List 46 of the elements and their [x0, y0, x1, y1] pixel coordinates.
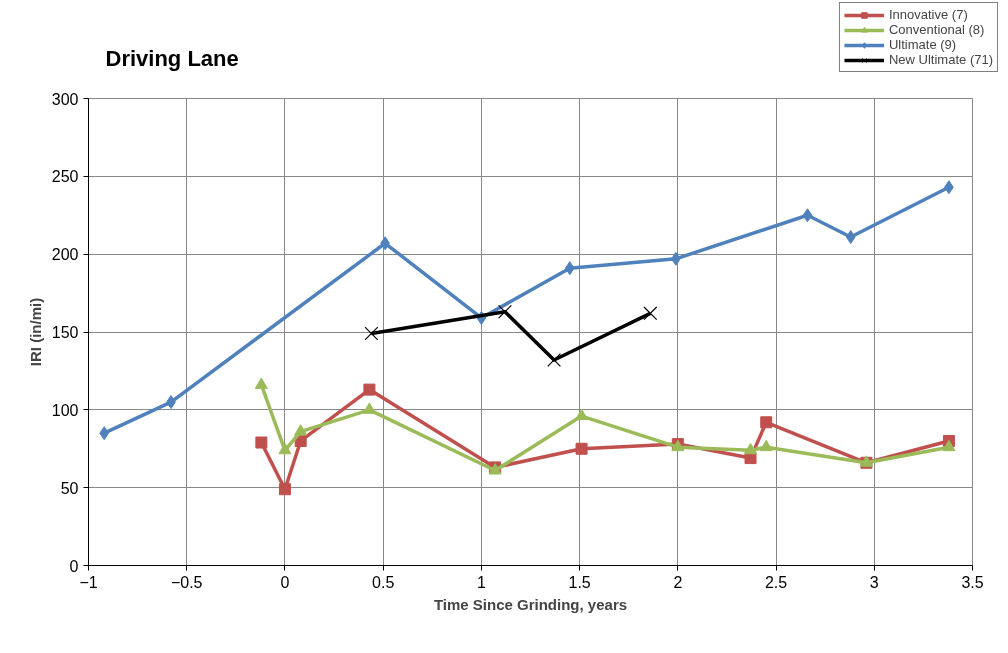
point [498, 304, 512, 319]
point [363, 383, 376, 396]
point [575, 408, 589, 421]
x-axis-title: Time Since Grinding, years [433, 595, 628, 613]
x-tick-label: 3.5 [961, 573, 984, 591]
y-tick-label: 300 [51, 90, 79, 108]
legend-label: Conventional (8) [888, 22, 985, 37]
point [760, 416, 773, 429]
x-tick-label: 0.5 [372, 573, 395, 591]
point [942, 439, 956, 452]
point [255, 436, 268, 449]
y-tick-label: 250 [51, 168, 79, 186]
point [802, 208, 813, 223]
point [575, 442, 588, 455]
x-tick-label: −0.5 [170, 573, 203, 591]
point [643, 306, 658, 321]
x-tick-label: 1.5 [568, 573, 591, 591]
x-tick-label: 1 [476, 573, 486, 591]
x-tick-label: 3 [869, 573, 879, 591]
legend-label: Innovative (7) [888, 7, 968, 22]
y-tick-label: 150 [51, 324, 79, 341]
point [254, 377, 268, 389]
y-axis-title: IRI (in/mi) [26, 297, 44, 367]
point [759, 439, 773, 452]
legend-label: New Ultimate (71) [888, 52, 993, 67]
x-tick-label: 2 [673, 573, 683, 591]
point [547, 353, 562, 367]
y-tick-label: 0 [69, 557, 79, 575]
point [564, 261, 575, 276]
y-tick-label: 100 [51, 401, 79, 419]
chart-title: Driving Lane [105, 45, 239, 71]
y-tick-label: 200 [51, 246, 79, 264]
x-tick-label: −1 [79, 573, 98, 591]
point [278, 483, 291, 496]
point [99, 426, 110, 441]
point [744, 452, 757, 465]
x-tick-label: 2.5 [764, 573, 788, 591]
point [362, 402, 376, 414]
point [364, 326, 379, 341]
point [744, 442, 758, 455]
legend-label: Ultimate (9) [888, 37, 957, 52]
x-tick-label: 0 [280, 573, 290, 591]
point [294, 424, 308, 436]
point [278, 442, 292, 455]
point [845, 230, 856, 245]
y-tick-label: 50 [60, 479, 79, 497]
